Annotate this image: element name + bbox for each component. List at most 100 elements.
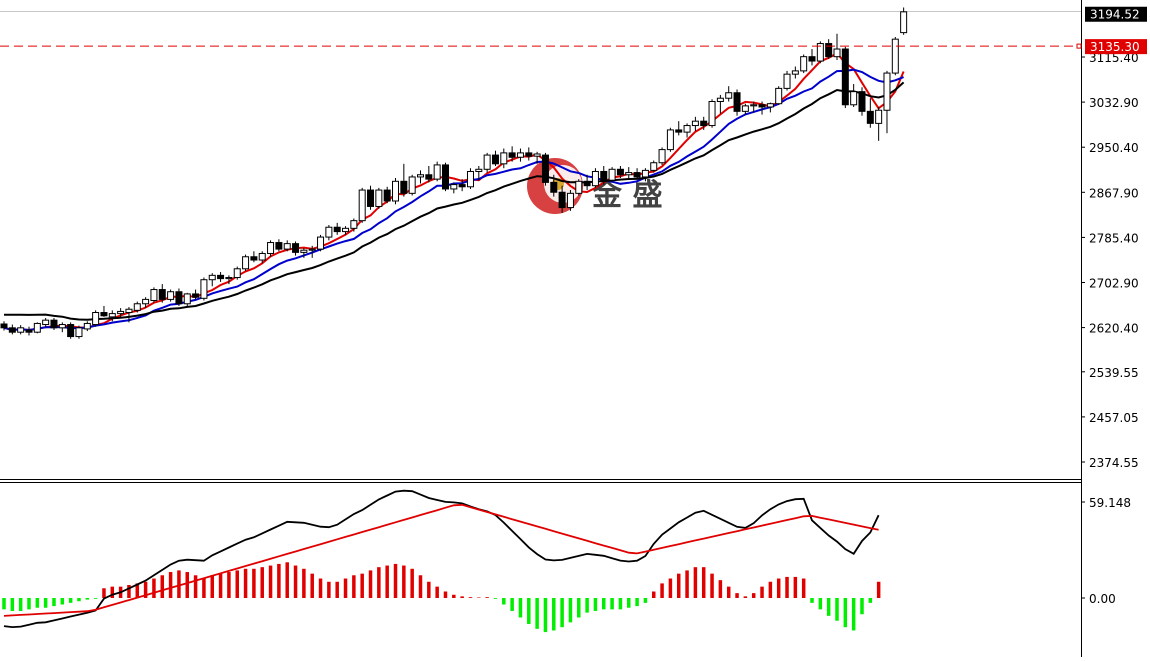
candle-body-up bbox=[516, 152, 524, 158]
candle-body-up bbox=[375, 189, 383, 207]
candle-body-up bbox=[466, 170, 474, 188]
candle-body-down bbox=[250, 256, 258, 261]
candle bbox=[850, 84, 858, 107]
current-price-box bbox=[1085, 6, 1147, 22]
candle-body-up bbox=[300, 249, 308, 253]
candle bbox=[108, 310, 116, 322]
candle-body-up bbox=[625, 172, 633, 176]
candle-body-down bbox=[367, 189, 375, 207]
candle bbox=[516, 148, 524, 162]
candle bbox=[142, 297, 150, 309]
candle bbox=[117, 308, 125, 318]
candle-body-down bbox=[633, 172, 641, 178]
candle bbox=[883, 70, 891, 134]
candle-body-up bbox=[200, 279, 208, 299]
candle-body-up bbox=[483, 154, 491, 170]
candle-body-up bbox=[641, 169, 649, 178]
candle bbox=[641, 168, 649, 182]
candle-body-up bbox=[891, 38, 899, 74]
candle bbox=[83, 321, 91, 332]
candle-body-up bbox=[233, 268, 241, 279]
candle bbox=[217, 272, 225, 282]
candle bbox=[800, 54, 808, 74]
candle bbox=[358, 187, 366, 223]
candle-body-up bbox=[750, 104, 758, 107]
macd-axis: 59.148 0.00 bbox=[1081, 496, 1131, 606]
candle bbox=[208, 273, 216, 287]
candle-body-up bbox=[183, 293, 191, 305]
macd-tick-label: 59.148 bbox=[1089, 496, 1131, 510]
candle bbox=[433, 161, 441, 182]
price-tick-label: 2374.55 bbox=[1089, 456, 1139, 470]
candle-body-down bbox=[383, 189, 391, 202]
candle-body-down bbox=[700, 120, 708, 127]
candle bbox=[633, 168, 641, 181]
candle-body-up bbox=[408, 176, 416, 194]
candle-body-down bbox=[100, 312, 108, 317]
candle bbox=[125, 307, 133, 323]
macd-histogram bbox=[2, 562, 881, 633]
candle bbox=[50, 317, 58, 331]
candle-body-down bbox=[600, 170, 608, 181]
candle-body-down bbox=[866, 110, 874, 124]
candle bbox=[8, 324, 16, 335]
candle bbox=[858, 87, 866, 116]
candle-body-up bbox=[658, 149, 666, 164]
candle-body-up bbox=[392, 180, 400, 202]
macd-lines bbox=[3, 489, 880, 629]
reference-price-box bbox=[1085, 39, 1147, 55]
candle bbox=[625, 167, 633, 180]
candle bbox=[275, 239, 283, 252]
candle-body-up bbox=[725, 92, 733, 99]
candle bbox=[616, 166, 624, 179]
candle bbox=[308, 245, 316, 258]
candle bbox=[233, 266, 241, 280]
candle-body-down bbox=[25, 329, 33, 333]
candle bbox=[508, 146, 516, 162]
candle-body-up bbox=[350, 220, 358, 229]
candle-body-down bbox=[292, 243, 300, 253]
candle-body-down bbox=[275, 242, 283, 250]
candle bbox=[158, 284, 166, 303]
candle-body-down bbox=[217, 274, 225, 280]
candle bbox=[150, 287, 158, 303]
candle-body-up bbox=[325, 226, 333, 238]
candle bbox=[417, 170, 424, 184]
candle bbox=[225, 275, 233, 285]
candle-body-up bbox=[317, 236, 325, 250]
reference-line-group bbox=[0, 43, 1082, 49]
candle-body-down bbox=[50, 319, 58, 329]
candle-body-up bbox=[500, 152, 508, 165]
candle-body-up bbox=[766, 103, 774, 108]
price-tick-label: 2457.05 bbox=[1089, 411, 1139, 425]
candle-body-down bbox=[67, 324, 75, 338]
candle-body-down bbox=[0, 323, 8, 329]
price-axis: 3115.40 3032.90 2950.40 2867.90 2785.40 2702.… bbox=[1081, 6, 1147, 470]
candle bbox=[666, 127, 674, 152]
candle bbox=[392, 178, 400, 205]
price-tick-label: 2867.90 bbox=[1089, 186, 1139, 200]
candle bbox=[192, 289, 200, 300]
candle-body-up bbox=[691, 120, 699, 127]
candle bbox=[400, 163, 408, 197]
candle-body-down bbox=[458, 184, 466, 188]
candle bbox=[758, 101, 766, 115]
macd-tick-label: 0.00 bbox=[1089, 592, 1116, 606]
candle bbox=[808, 49, 816, 66]
candle bbox=[866, 98, 874, 128]
candle bbox=[466, 168, 474, 189]
candle bbox=[283, 240, 291, 252]
candle bbox=[25, 326, 33, 336]
candle-body-up bbox=[242, 256, 250, 270]
ma-black-line bbox=[3, 81, 905, 321]
candle bbox=[175, 288, 183, 306]
candle-body-up bbox=[575, 180, 583, 194]
candle bbox=[425, 166, 433, 183]
candle bbox=[458, 179, 466, 192]
candle bbox=[900, 7, 908, 35]
candle-body-up bbox=[833, 48, 841, 58]
candle-body-down bbox=[558, 191, 566, 209]
candle-body-down bbox=[400, 180, 408, 194]
candle bbox=[367, 185, 375, 210]
